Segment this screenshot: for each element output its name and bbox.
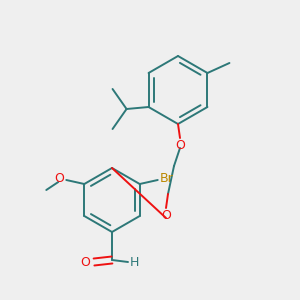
Text: O: O <box>161 209 171 222</box>
Text: O: O <box>80 256 90 268</box>
Text: H: H <box>130 256 140 268</box>
Text: O: O <box>175 139 185 152</box>
Text: O: O <box>54 172 64 184</box>
Text: Br: Br <box>160 172 173 184</box>
